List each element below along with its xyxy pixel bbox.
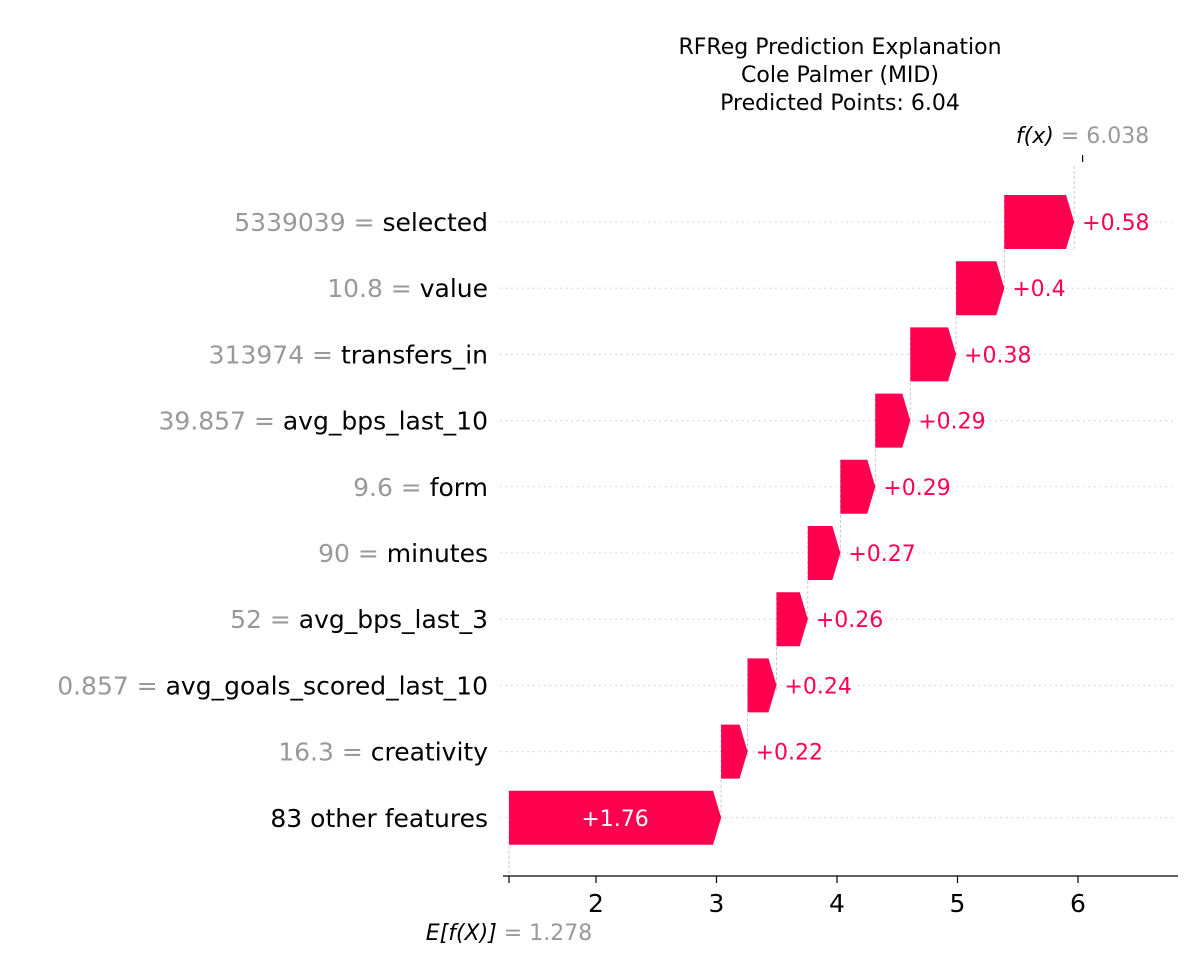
feature-name: transfers_in	[341, 340, 488, 369]
contribution-bar	[807, 526, 841, 580]
feature-value: 16.3 =	[278, 738, 371, 767]
feature-label: 52 = avg_bps_last_3	[230, 605, 488, 634]
contribution-bar	[509, 790, 722, 845]
feature-name: 83 other features	[270, 804, 488, 833]
x-axis: 2 3 4 5 6	[503, 875, 1178, 918]
bar-value-label: +0.24	[785, 674, 852, 699]
feature-name: value	[420, 274, 488, 303]
bar-value-label: +0.29	[883, 476, 950, 501]
feature-value: 0.857 =	[57, 671, 165, 700]
output-value-marker: f(x) = 6.038	[1016, 124, 1149, 162]
output-value: = 6.038	[1054, 124, 1149, 149]
base-value: = 1.278	[497, 921, 592, 946]
bar-value-label: +0.27	[848, 542, 915, 567]
feature-label: 313974 = transfers_in	[209, 340, 488, 369]
chart-title-line: Cole Palmer (MID)	[741, 63, 939, 88]
contribution-bar	[956, 261, 1005, 316]
contribution-bars: +0.58 +0.4 +0.38 +0.29 +0.29 +0.27 +0.26 +0.24 +…	[509, 195, 1150, 845]
feature-label: 5339039 = selected	[234, 208, 488, 237]
feature-label: 0.857 = avg_goals_scored_last_10	[57, 671, 488, 700]
bar-value-label: +0.26	[816, 608, 883, 633]
base-value-label: E[f(X)] = 1.278	[426, 921, 592, 946]
contribution-bar	[747, 658, 777, 713]
contribution-bar	[875, 393, 911, 448]
contribution-bar	[840, 459, 876, 514]
feature-name: form	[430, 473, 488, 502]
chart-title-line: RFReg Prediction Explanation	[678, 35, 1001, 60]
feature-name: selected	[382, 208, 488, 237]
contribution-bar	[776, 592, 808, 647]
feature-name: minutes	[387, 539, 488, 568]
feature-value: 5339039 =	[234, 208, 382, 237]
feature-label: 16.3 = creativity	[278, 738, 488, 767]
chart-title: RFReg Prediction Explanation Cole Palmer …	[678, 35, 1001, 116]
feature-labels: 5339039 = selected 10.8 = value 313974 = t…	[57, 208, 488, 833]
bar-value-label: +0.4	[1012, 277, 1065, 302]
feature-value: 9.6 =	[353, 473, 430, 502]
bar-value-label: +1.76	[581, 807, 648, 832]
row-gridlines	[500, 221, 1175, 819]
bar-value-label: +0.29	[918, 410, 985, 435]
base-expr: E[f(X)]	[426, 921, 497, 946]
feature-value: 39.857 =	[159, 407, 283, 436]
feature-label: 10.8 = value	[327, 274, 488, 303]
feature-name: avg_bps_last_10	[283, 407, 488, 436]
contribution-bar	[721, 724, 748, 779]
contribution-bar	[910, 327, 957, 382]
x-tick-label: 5	[950, 889, 966, 918]
x-tick-label: 2	[588, 889, 604, 918]
feature-name: creativity	[371, 738, 488, 767]
feature-label: 9.6 = form	[353, 473, 488, 502]
feature-value: 90 =	[318, 539, 387, 568]
feature-value: 313974 =	[209, 340, 341, 369]
output-expr: f(x)	[1016, 124, 1054, 149]
contribution-bar	[1004, 195, 1075, 249]
bar-value-label: +0.22	[756, 741, 823, 766]
feature-label: 83 other features	[270, 804, 488, 833]
x-tick-label: 4	[829, 889, 845, 918]
feature-label: 39.857 = avg_bps_last_10	[159, 407, 488, 436]
feature-value: 10.8 =	[327, 274, 420, 303]
bar-value-label: +0.38	[964, 343, 1031, 368]
feature-name: avg_bps_last_3	[299, 605, 488, 634]
x-tick-label: 6	[1070, 889, 1086, 918]
feature-name: avg_goals_scored_last_10	[166, 671, 488, 700]
x-tick-label: 3	[709, 889, 725, 918]
feature-value: 52 =	[230, 605, 299, 634]
base-value-marker: E[f(X)] = 1.278	[426, 921, 592, 946]
chart-title-line: Predicted Points: 6.04	[720, 91, 960, 116]
feature-label: 90 = minutes	[318, 539, 488, 568]
output-value-label: f(x) = 6.038	[1016, 124, 1149, 149]
bar-value-label: +0.58	[1082, 211, 1149, 236]
